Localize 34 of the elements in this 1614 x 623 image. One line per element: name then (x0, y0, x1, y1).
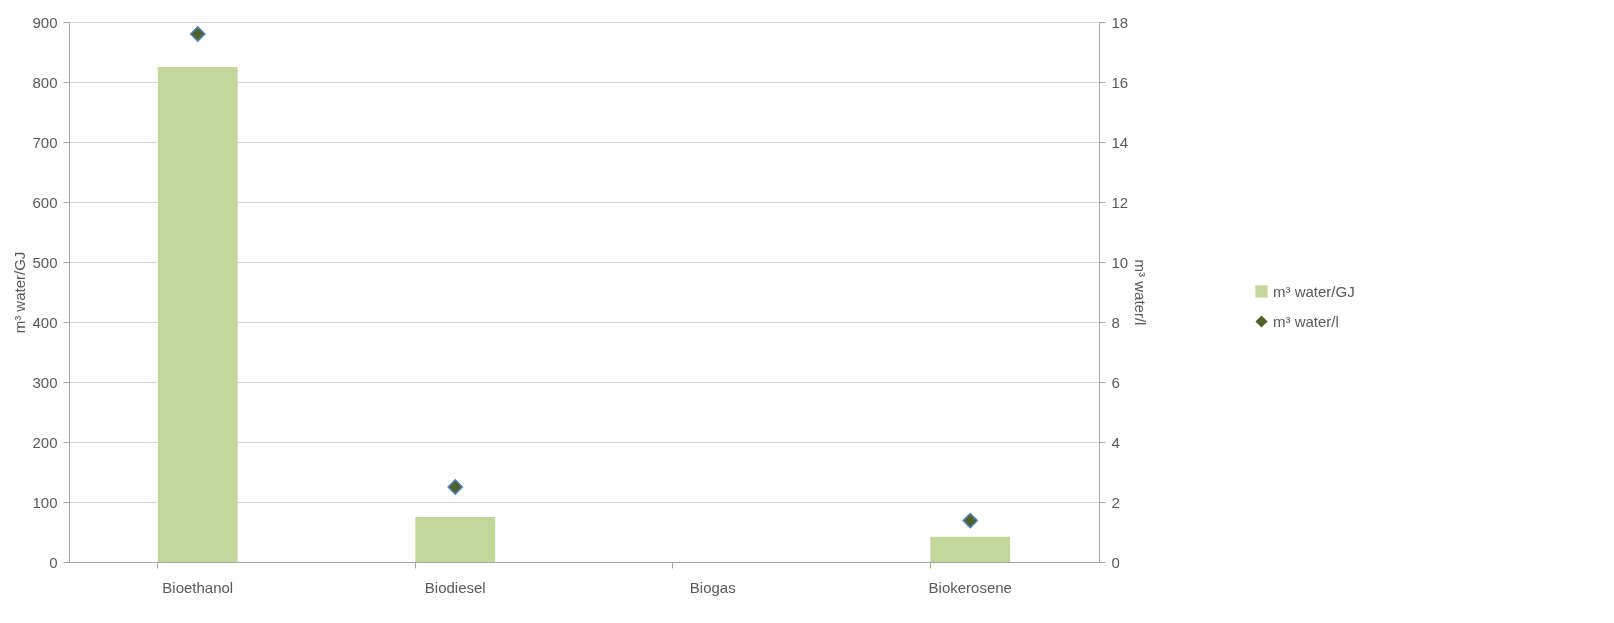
y-tick-label: 900 (32, 13, 58, 31)
y2-axis-title: m³ water/l (1132, 259, 1150, 326)
y2-tick-label: 10 (1111, 253, 1129, 271)
y2-tick-label: 14 (1111, 133, 1129, 151)
y-tick-label: 0 (49, 553, 58, 571)
legend-label: m³ water/GJ (1273, 282, 1355, 300)
y-tick-label: 400 (32, 313, 58, 331)
y2-tick-label: 12 (1111, 193, 1129, 211)
point (962, 512, 979, 529)
x-tick-label: Biogas (689, 578, 736, 596)
point (189, 26, 206, 42)
y-tick-label: 200 (32, 433, 58, 451)
y-tick-label: 500 (32, 253, 58, 271)
y2-tick-label: 2 (1111, 493, 1120, 511)
x-tick-label: Bioethanol (162, 578, 234, 596)
x-tick-label: Biokerosene (928, 578, 1012, 596)
y2-tick-label: 6 (1111, 373, 1120, 391)
legend-label: m³ water/l (1273, 312, 1339, 330)
y2-tick-label: 4 (1111, 433, 1120, 451)
y-tick-label: 300 (32, 373, 58, 391)
bar (157, 67, 238, 562)
y2-tick-label: 18 (1111, 13, 1129, 31)
y-tick-label: 700 (32, 133, 58, 151)
y2-tick-label: 0 (1111, 553, 1120, 571)
point (447, 479, 464, 495)
y-tick-label: 600 (32, 193, 58, 211)
x-tick-label: Biodiesel (424, 578, 486, 596)
y-axis-title: m³ water/GJ (11, 251, 29, 334)
y2-tick-label: 16 (1111, 73, 1129, 91)
bar (930, 536, 1011, 562)
y2-tick-label: 8 (1111, 313, 1120, 331)
y-tick-label: 100 (32, 493, 58, 511)
bar (415, 517, 496, 562)
y-tick-label: 800 (32, 73, 58, 91)
